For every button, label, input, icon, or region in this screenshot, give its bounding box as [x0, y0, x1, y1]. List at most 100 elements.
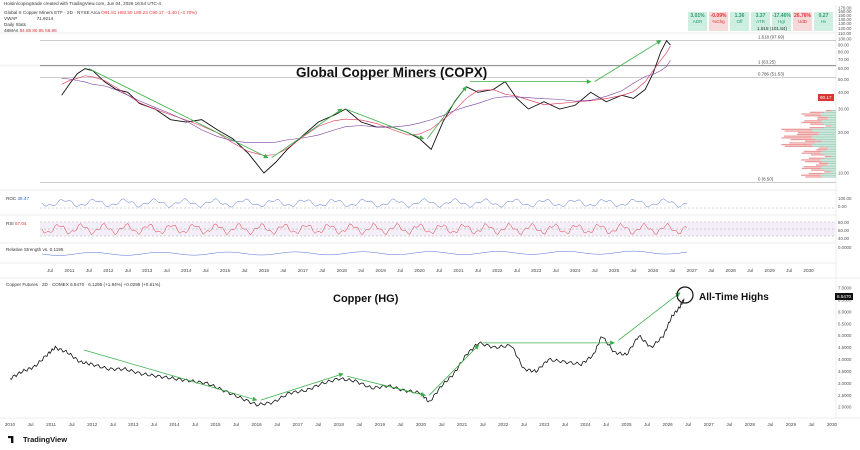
top-x-tick: Jul: [747, 268, 753, 273]
volume-profile-bar: [820, 167, 836, 170]
volume-profile-bar: [824, 169, 836, 171]
volume-profile-bar: [824, 127, 836, 129]
volume-profile-bar: [812, 145, 836, 147]
stat-label: %Chg: [712, 19, 725, 25]
bottom-x-tick: 2013: [128, 422, 139, 427]
bottom-x-tick: 2025: [621, 422, 632, 427]
volume-profile-bar: [820, 152, 836, 154]
volume-profile-bar: [790, 138, 816, 141]
roc-line: [41, 198, 688, 208]
top-x-tick: 2024: [570, 268, 581, 273]
top-x-tick: Jul: [786, 268, 792, 273]
top-y-tick: 20.00: [838, 130, 850, 135]
top-y-tick: 160.00: [838, 9, 852, 14]
bottom-x-tick: 2011: [46, 422, 56, 427]
bottom-y-tick: 4.5000: [838, 345, 852, 350]
bottom-chart-title: Copper (HG): [333, 293, 399, 305]
bottom-x-tick: Jul: [274, 422, 280, 427]
ath-circle: [676, 286, 694, 304]
bottom-x-tick: 2019: [375, 422, 386, 427]
volume-profile-bar: [781, 128, 812, 130]
top-x-tick: Jul: [514, 268, 520, 273]
volume-profile-bar: [805, 140, 823, 142]
daily-stats-label: Daily Stats: [4, 22, 26, 27]
top-y-tick: 130.00: [838, 21, 852, 26]
volume-profile-bar: [809, 127, 825, 129]
bottom-x-tick: 2018: [334, 422, 345, 427]
bottom-x-tick: 2027: [704, 422, 715, 427]
volume-profile-bar: [822, 161, 836, 163]
copper-price-line: [9, 298, 685, 407]
symbol-line: Global X Copper Miners ETF · 2D · NYSE A…: [4, 10, 197, 15]
vwap-value: 71.9214: [36, 16, 54, 21]
top-x-tick: Jul: [475, 268, 481, 273]
volume-profile-bar: [816, 164, 828, 166]
top-x-tick: 2019: [376, 268, 387, 273]
top-x-tick: Jul: [553, 268, 559, 273]
bottom-y-tick: 3.5000: [838, 369, 852, 374]
top-y-tick: 110.00: [838, 31, 852, 36]
trend-arrow: [346, 375, 426, 397]
rsi-value: 57.04: [14, 221, 27, 226]
roc-indicator-label: ROC 38.47: [6, 196, 29, 201]
volume-profile-bar: [824, 155, 831, 158]
bottom-y-tick: 2.0000: [838, 405, 852, 410]
top-x-tick: Jul: [319, 268, 325, 273]
stat-box: 0.27 Hv: [814, 12, 833, 31]
bottom-x-tick: Jul: [767, 422, 773, 427]
bottom-x-tick: Jul: [315, 422, 321, 427]
volume-profile-bar: [822, 140, 836, 142]
top-y-tick: 80.00: [838, 49, 850, 54]
volume-profile-bar: [818, 162, 829, 164]
volume-profile-bar: [820, 159, 836, 161]
volume-profile-bar: [820, 121, 836, 124]
volume-profile-bar: [831, 110, 836, 112]
stat-label: UdD: [797, 19, 807, 25]
top-y-tick: 40.00: [838, 90, 850, 95]
volume-profile-bar: [827, 164, 836, 166]
top-x-tick: Jul: [203, 268, 209, 273]
bottom-x-tick: Jul: [233, 422, 239, 427]
brand-name: TradingView: [23, 435, 68, 444]
top-x-tick: 2029: [765, 268, 776, 273]
bottom-x-tick: 2029: [786, 422, 797, 427]
top-x-tick: 2012: [103, 268, 114, 273]
volume-profile-bar: [815, 138, 836, 141]
top-x-tick: 2016: [259, 268, 270, 273]
vwap-label: VWAP: [4, 16, 18, 21]
trend-arrow: [618, 292, 681, 341]
bottom-x-tick: Jul: [192, 422, 198, 427]
volume-profile-bar: [818, 147, 829, 149]
top-x-tick: Jul: [436, 268, 442, 273]
volume-profile-bar: [781, 137, 812, 139]
top-x-tick: 2017: [298, 268, 309, 273]
bottom-x-tick: 2015: [210, 422, 221, 427]
roc-label: ROC: [6, 196, 17, 201]
copx-price-tag: 90.17: [818, 94, 834, 101]
volume-profile-bar: [817, 116, 828, 119]
volume-profile-bar: [803, 166, 822, 168]
trend-arrow: [345, 108, 425, 140]
top-x-tick: 2026: [648, 268, 659, 273]
rsi-indicator-label: RSI 57.04: [6, 221, 26, 226]
top-y-tick: 50.00: [838, 77, 850, 82]
top-x-tick: 2027: [687, 268, 698, 273]
bottom-x-tick: Jul: [69, 422, 75, 427]
bottom-x-tick: Jul: [356, 422, 362, 427]
tradingview-logo: TradingView: [8, 435, 67, 444]
volume-profile-bar: [822, 176, 836, 178]
volume-profile-bar: [789, 142, 815, 144]
volume-profile-bar: [831, 125, 836, 127]
top-x-tick: 2020: [414, 268, 425, 273]
stat-value: 3.01%: [690, 13, 705, 19]
volume-profile-bar: [811, 144, 836, 146]
volume-profile-bar: [781, 144, 812, 146]
copper-header: Copper Futures · 2D · COMEX 6.5470 · 6.1…: [6, 282, 161, 287]
bottom-y-tick: 7.0000: [838, 286, 852, 291]
top-x-tick: Jul: [631, 268, 637, 273]
volume-profile-bar: [805, 176, 823, 178]
volume-profile-bar: [798, 132, 819, 134]
stat-box: 1.36 Off: [730, 12, 749, 31]
stat-value: 1.36: [734, 13, 745, 19]
fib-band: [0, 64, 836, 67]
